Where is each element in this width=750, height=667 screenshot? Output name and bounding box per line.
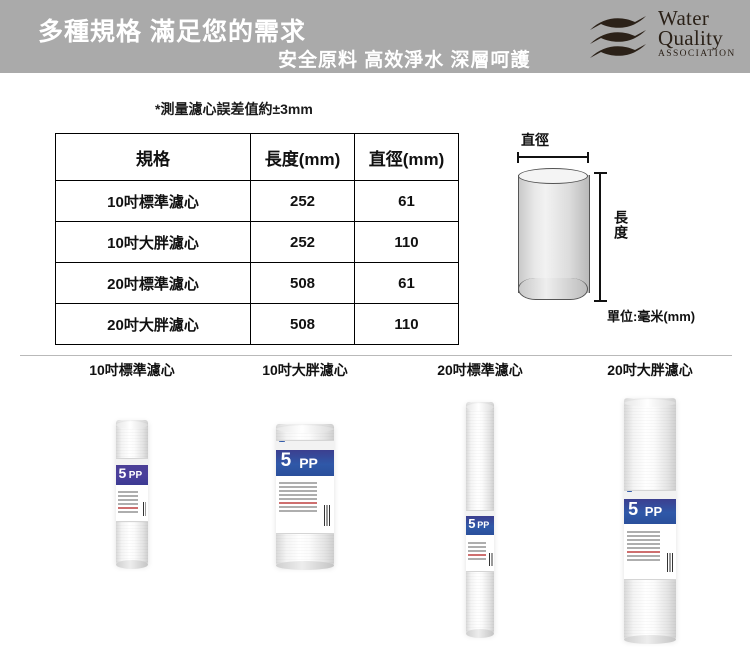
wqa-wordmark: Water Quality ASSOCIATION [658,8,746,68]
cartridge-body: 5 PP [276,424,334,570]
label-text-lines [467,542,486,562]
product-image: 5 PP [395,398,565,638]
column-header-diameter: 直徑(mm) [354,133,459,181]
product-image: 5 PP [215,398,395,628]
cell-length: 252 [250,180,355,222]
bracket-bar [517,156,589,158]
diameter-measure-bracket [517,152,589,163]
cartridge-bottom-cap [624,635,676,644]
label-micron-value: 5 [280,449,292,471]
label-material: PP [644,503,663,519]
spec-table: 規格 長度(mm) 直徑(mm) 10吋標準濾心 252 61 10吋大胖濾心 … [55,133,459,345]
cylinder-diagram: 直徑 長度 單位:毫米(mm) [495,130,745,335]
label-brand-icon [626,491,632,492]
cartridge-body: 5 PP [466,402,494,638]
cartridge-top-cap [466,402,494,411]
length-label: 長度 [613,210,629,240]
label-blue-strip: 5 PP [466,516,494,535]
cell-spec: 20吋標準濾心 [55,262,251,304]
product-item: 10吋大胖濾心 5 PP [215,360,395,628]
cartridge-top-cap [116,420,148,429]
column-header-length: 長度(mm) [250,133,355,181]
label-text-lines [117,491,139,515]
cell-length: 252 [250,221,355,263]
cell-diameter: 61 [354,180,459,222]
product-image: 5 PP [42,398,222,628]
cartridge-label: 5 PP [276,440,334,534]
cartridge-label: 5 PP [624,490,676,580]
label-barcode [142,502,147,517]
length-measure-bracket [594,172,607,302]
table-note: *測量濾心誤差值約±3mm [155,101,313,117]
cell-length: 508 [250,303,355,345]
label-material: PP [299,454,318,471]
label-blue-strip: 5 PP [276,450,334,476]
diameter-label: 直徑 [521,132,549,148]
label-barcode [489,553,493,567]
label-barcode [324,505,332,526]
bracket-tick-bottom [594,300,607,302]
table-row: 20吋標準濾心 508 61 [55,262,459,304]
bracket-bar-vertical [599,172,601,302]
header-bar: 多種規格 滿足您的需求 安全原料 高效淨水 深層呵護 Water Quality… [0,0,750,73]
label-barcode [667,552,674,572]
label-brand-icon [278,441,285,442]
table-row: 10吋標準濾心 252 61 [55,180,459,222]
cartridge-label: 5 PP [116,458,148,522]
label-material: PP [477,519,490,530]
label-micron-value: 5 [628,498,639,519]
table-row: 10吋大胖濾心 252 110 [55,221,459,263]
wqa-wave-icon [590,16,646,58]
cell-spec: 10吋大胖濾心 [55,221,251,263]
wqa-line-2: Quality [658,26,724,50]
table-header-row: 規格 長度(mm) 直徑(mm) [55,133,459,181]
page-subtitle: 安全原料 高效淨水 深層呵護 [278,50,531,71]
cell-length: 508 [250,262,355,304]
cell-spec: 20吋大胖濾心 [55,303,251,345]
column-header-spec: 規格 [55,133,251,181]
cylinder-shape [518,168,590,300]
cylinder-top-ellipse [518,168,588,184]
wqa-line-1: Water [658,6,710,30]
label-text-lines [627,531,661,563]
bracket-tick-right [587,152,589,163]
cartridge-body: 5 PP [624,398,676,644]
product-item: 10吋標準濾心 5 PP [42,360,222,628]
cartridge-label: 5 PP [466,510,494,572]
label-material: PP [128,469,143,481]
cartridge-body: 5 PP [116,420,148,569]
cartridge-bottom-cap [466,629,494,638]
label-blue-strip: 5 PP [624,499,676,524]
product-label: 10吋標準濾心 [89,362,175,378]
label-micron-value: 5 [118,464,127,481]
cartridge-top-cap [276,424,334,433]
cylinder-body [518,175,590,293]
product-item: 20吋標準濾心 5 PP [395,360,565,638]
product-item: 20吋大胖濾心 5 PP [560,360,740,648]
cartridge-bottom-cap [116,560,148,569]
label-micron-value: 5 [468,515,476,531]
product-label: 20吋大胖濾心 [607,362,693,378]
label-text-lines [279,482,317,514]
page-title: 多種規格 滿足您的需求 [38,18,306,46]
product-label: 10吋大胖濾心 [262,362,348,378]
product-image: 5 PP [560,398,740,648]
unit-note: 單位:毫米(mm) [607,309,696,324]
label-blue-strip: 5 PP [116,465,148,485]
cell-diameter: 110 [354,221,459,263]
wqa-logo: Water Quality ASSOCIATION [588,8,744,68]
cartridge-top-cap [624,398,676,407]
wqa-association: ASSOCIATION [658,49,736,59]
product-gallery: 10吋標準濾心 5 PP 10吋大胖濾心 [0,360,750,660]
product-label: 20吋標準濾心 [437,362,523,378]
cell-diameter: 61 [354,262,459,304]
table-row: 20吋大胖濾心 508 110 [55,303,459,345]
cartridge-bottom-cap [276,561,334,570]
cell-diameter: 110 [354,303,459,345]
section-divider [20,355,732,356]
cell-spec: 10吋標準濾心 [55,180,251,222]
cylinder-bottom-ellipse [518,278,588,300]
